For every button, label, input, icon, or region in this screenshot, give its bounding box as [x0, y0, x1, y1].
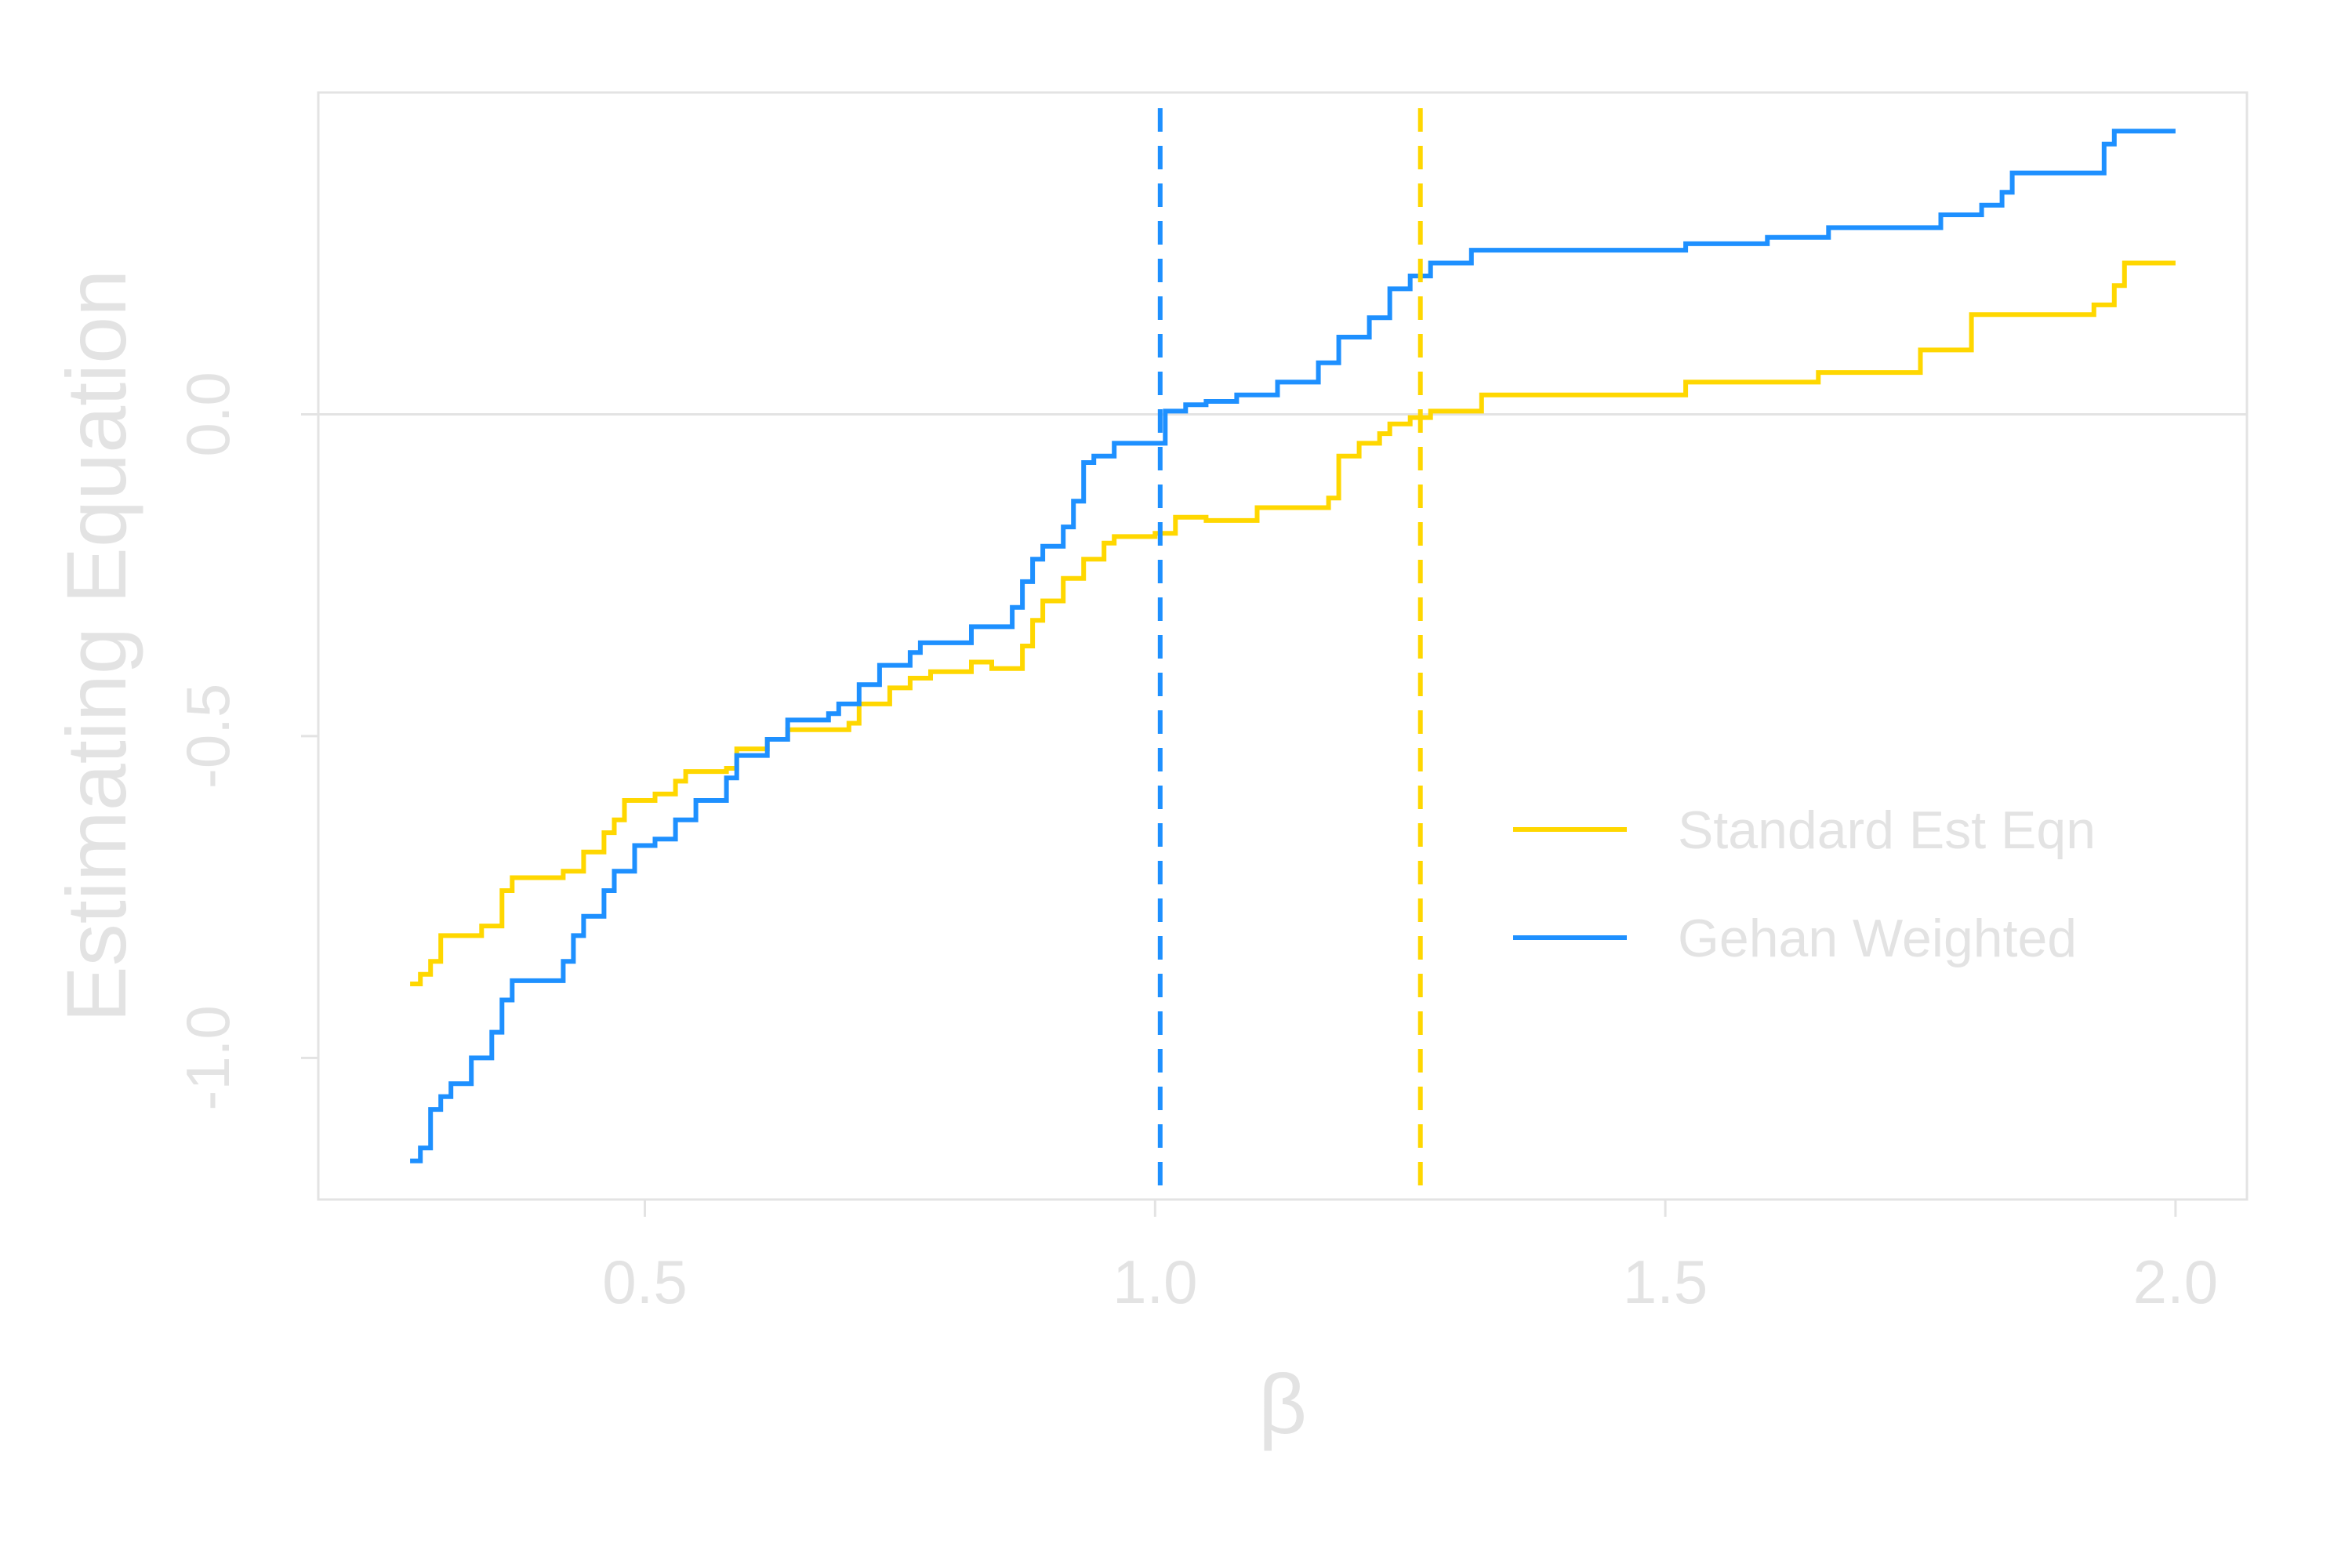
- series-line-0: [410, 260, 2176, 986]
- series-layer: [410, 129, 2176, 1163]
- y-tick-label: 0.0: [173, 372, 242, 456]
- x-tick-label: 0.5: [602, 1247, 687, 1316]
- x-axis-label: β: [1258, 1356, 1307, 1451]
- y-axis-label: Estimating Equation: [49, 270, 143, 1023]
- x-tick-label: 1.0: [1112, 1247, 1197, 1316]
- estimate-vlines: [1157, 108, 1423, 1200]
- y-tick-label: -1.0: [173, 1005, 242, 1110]
- legend: Standard Est Eqn Gehan Weighted: [1513, 800, 2096, 968]
- legend-label: Gehan Weighted: [1678, 909, 2077, 968]
- x-tick-label: 2.0: [2133, 1247, 2218, 1316]
- plot-frame: [317, 91, 2249, 1201]
- y-axis: -1.0 -0.5 0.0: [173, 372, 318, 1111]
- legend-label: Standard Est Eqn: [1678, 800, 2096, 860]
- x-axis: 0.5 1.0 1.5 2.0: [602, 1200, 2218, 1316]
- series-line-1: [410, 129, 2176, 1163]
- y-tick-label: -0.5: [173, 684, 242, 789]
- x-tick-label: 1.5: [1623, 1247, 1708, 1316]
